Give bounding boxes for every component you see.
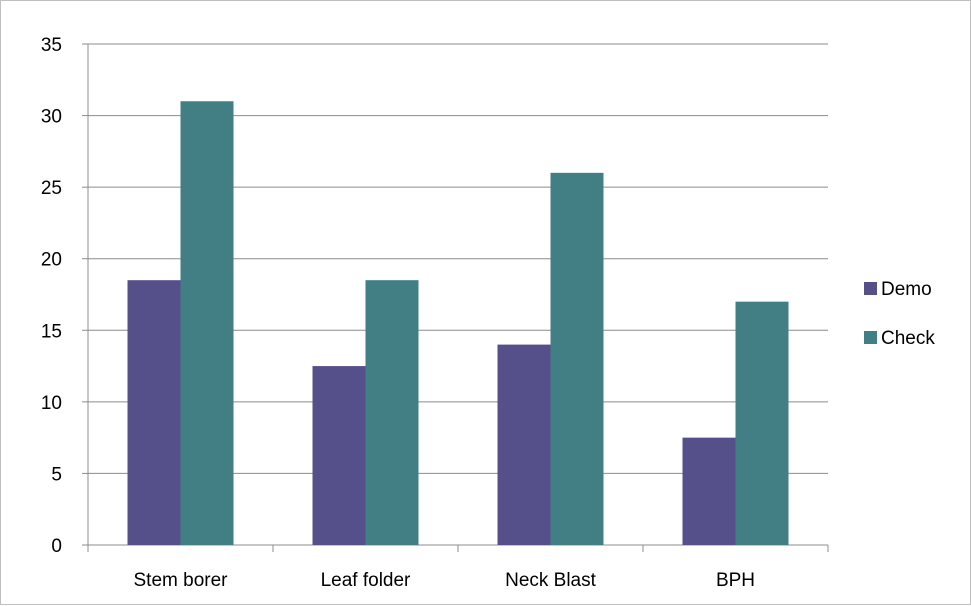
x-category-label: Stem borer xyxy=(134,570,229,591)
legend: Demo Check xyxy=(864,279,935,349)
y-tick-label: 5 xyxy=(51,464,62,485)
bar-check-neck-blast xyxy=(550,172,604,546)
x-category-label: BPH xyxy=(716,570,755,591)
bar-demo-neck-blast xyxy=(497,344,551,545)
y-tick-label: 20 xyxy=(41,250,62,271)
x-axis-categories: Stem borer Leaf folder Neck Blast BPH xyxy=(134,570,756,591)
bar-demo-stem-borer xyxy=(127,280,181,545)
legend-label-demo: Demo xyxy=(881,279,932,300)
y-tick-label: 15 xyxy=(41,321,62,342)
y-tick-label: 0 xyxy=(51,536,62,557)
bar-demo-bph xyxy=(682,437,736,545)
y-tick-label: 25 xyxy=(41,178,62,199)
x-category-label: Leaf folder xyxy=(321,570,411,591)
y-tick-label: 35 xyxy=(41,35,62,56)
y-tick-label: 30 xyxy=(41,107,62,128)
y-tick-label: 10 xyxy=(41,393,62,414)
bar-demo-leaf-folder xyxy=(312,366,366,545)
bar-check-leaf-folder xyxy=(365,280,419,545)
legend-label-check: Check xyxy=(881,328,935,349)
bar-check-bph xyxy=(735,301,789,545)
bar-check-stem-borer xyxy=(180,101,234,545)
legend-swatch-check xyxy=(864,331,877,344)
x-category-label: Neck Blast xyxy=(505,570,597,591)
bars xyxy=(127,101,789,546)
y-axis-ticks: 0 5 10 15 20 25 30 35 xyxy=(41,35,62,557)
legend-swatch-demo xyxy=(864,282,877,295)
